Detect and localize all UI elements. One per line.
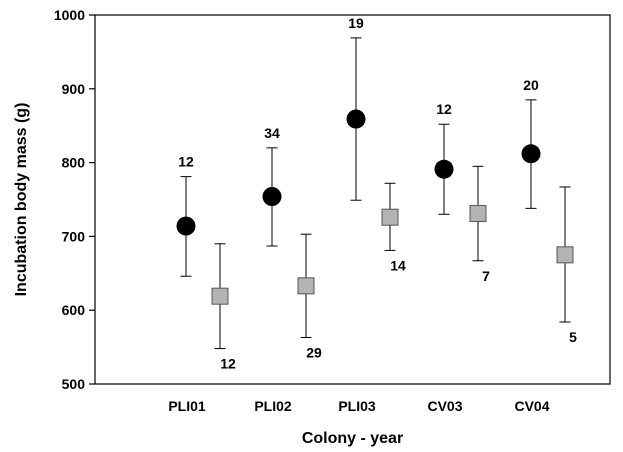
data-point-square — [211, 287, 229, 305]
y-tick-label: 1000 — [54, 7, 85, 23]
y-tick-label: 800 — [62, 155, 86, 171]
data-point-square — [556, 246, 574, 264]
sample-size-label: 29 — [306, 345, 322, 361]
sample-size-label: 20 — [523, 77, 539, 93]
sample-size-label: 34 — [264, 125, 280, 141]
sample-size-label: 19 — [348, 15, 364, 31]
data-point-circle — [434, 159, 454, 179]
data-point-square — [297, 277, 315, 295]
x-tick-label: PLI01 — [168, 398, 206, 414]
x-tick-label: CV03 — [427, 398, 462, 414]
x-axis-title: Colony - year — [302, 430, 403, 447]
y-tick-label: 500 — [62, 376, 86, 392]
data-point-circle — [176, 216, 196, 236]
y-tick-label: 900 — [62, 81, 86, 97]
x-tick-label: PLI03 — [338, 398, 376, 414]
sample-size-label: 5 — [569, 329, 577, 345]
sample-size-label: 12 — [220, 356, 236, 372]
data-point-square — [381, 208, 399, 226]
x-tick-label: PLI02 — [254, 398, 292, 414]
data-point-square — [469, 205, 487, 223]
y-tick-label: 700 — [62, 228, 86, 244]
data-point-circle — [521, 144, 541, 164]
data-point-circle — [346, 109, 366, 129]
sample-size-label: 12 — [178, 154, 194, 170]
x-tick-label: CV04 — [514, 398, 549, 414]
sample-size-label: 7 — [482, 268, 490, 284]
sample-size-label: 14 — [390, 257, 406, 273]
chart-marks: 12 34 19 12 20 12 29 14 7 5 — [176, 15, 577, 372]
axes: 500 600 700 800 900 1000 PLI01 PLI02 PLI03 CV03 CV… — [54, 7, 611, 414]
plot-frame — [94, 14, 611, 385]
y-tick-label: 600 — [62, 302, 86, 318]
y-axis-title: Incubation body mass (g) — [13, 103, 30, 297]
data-point-circle — [262, 187, 282, 207]
sample-size-label: 12 — [436, 101, 452, 117]
